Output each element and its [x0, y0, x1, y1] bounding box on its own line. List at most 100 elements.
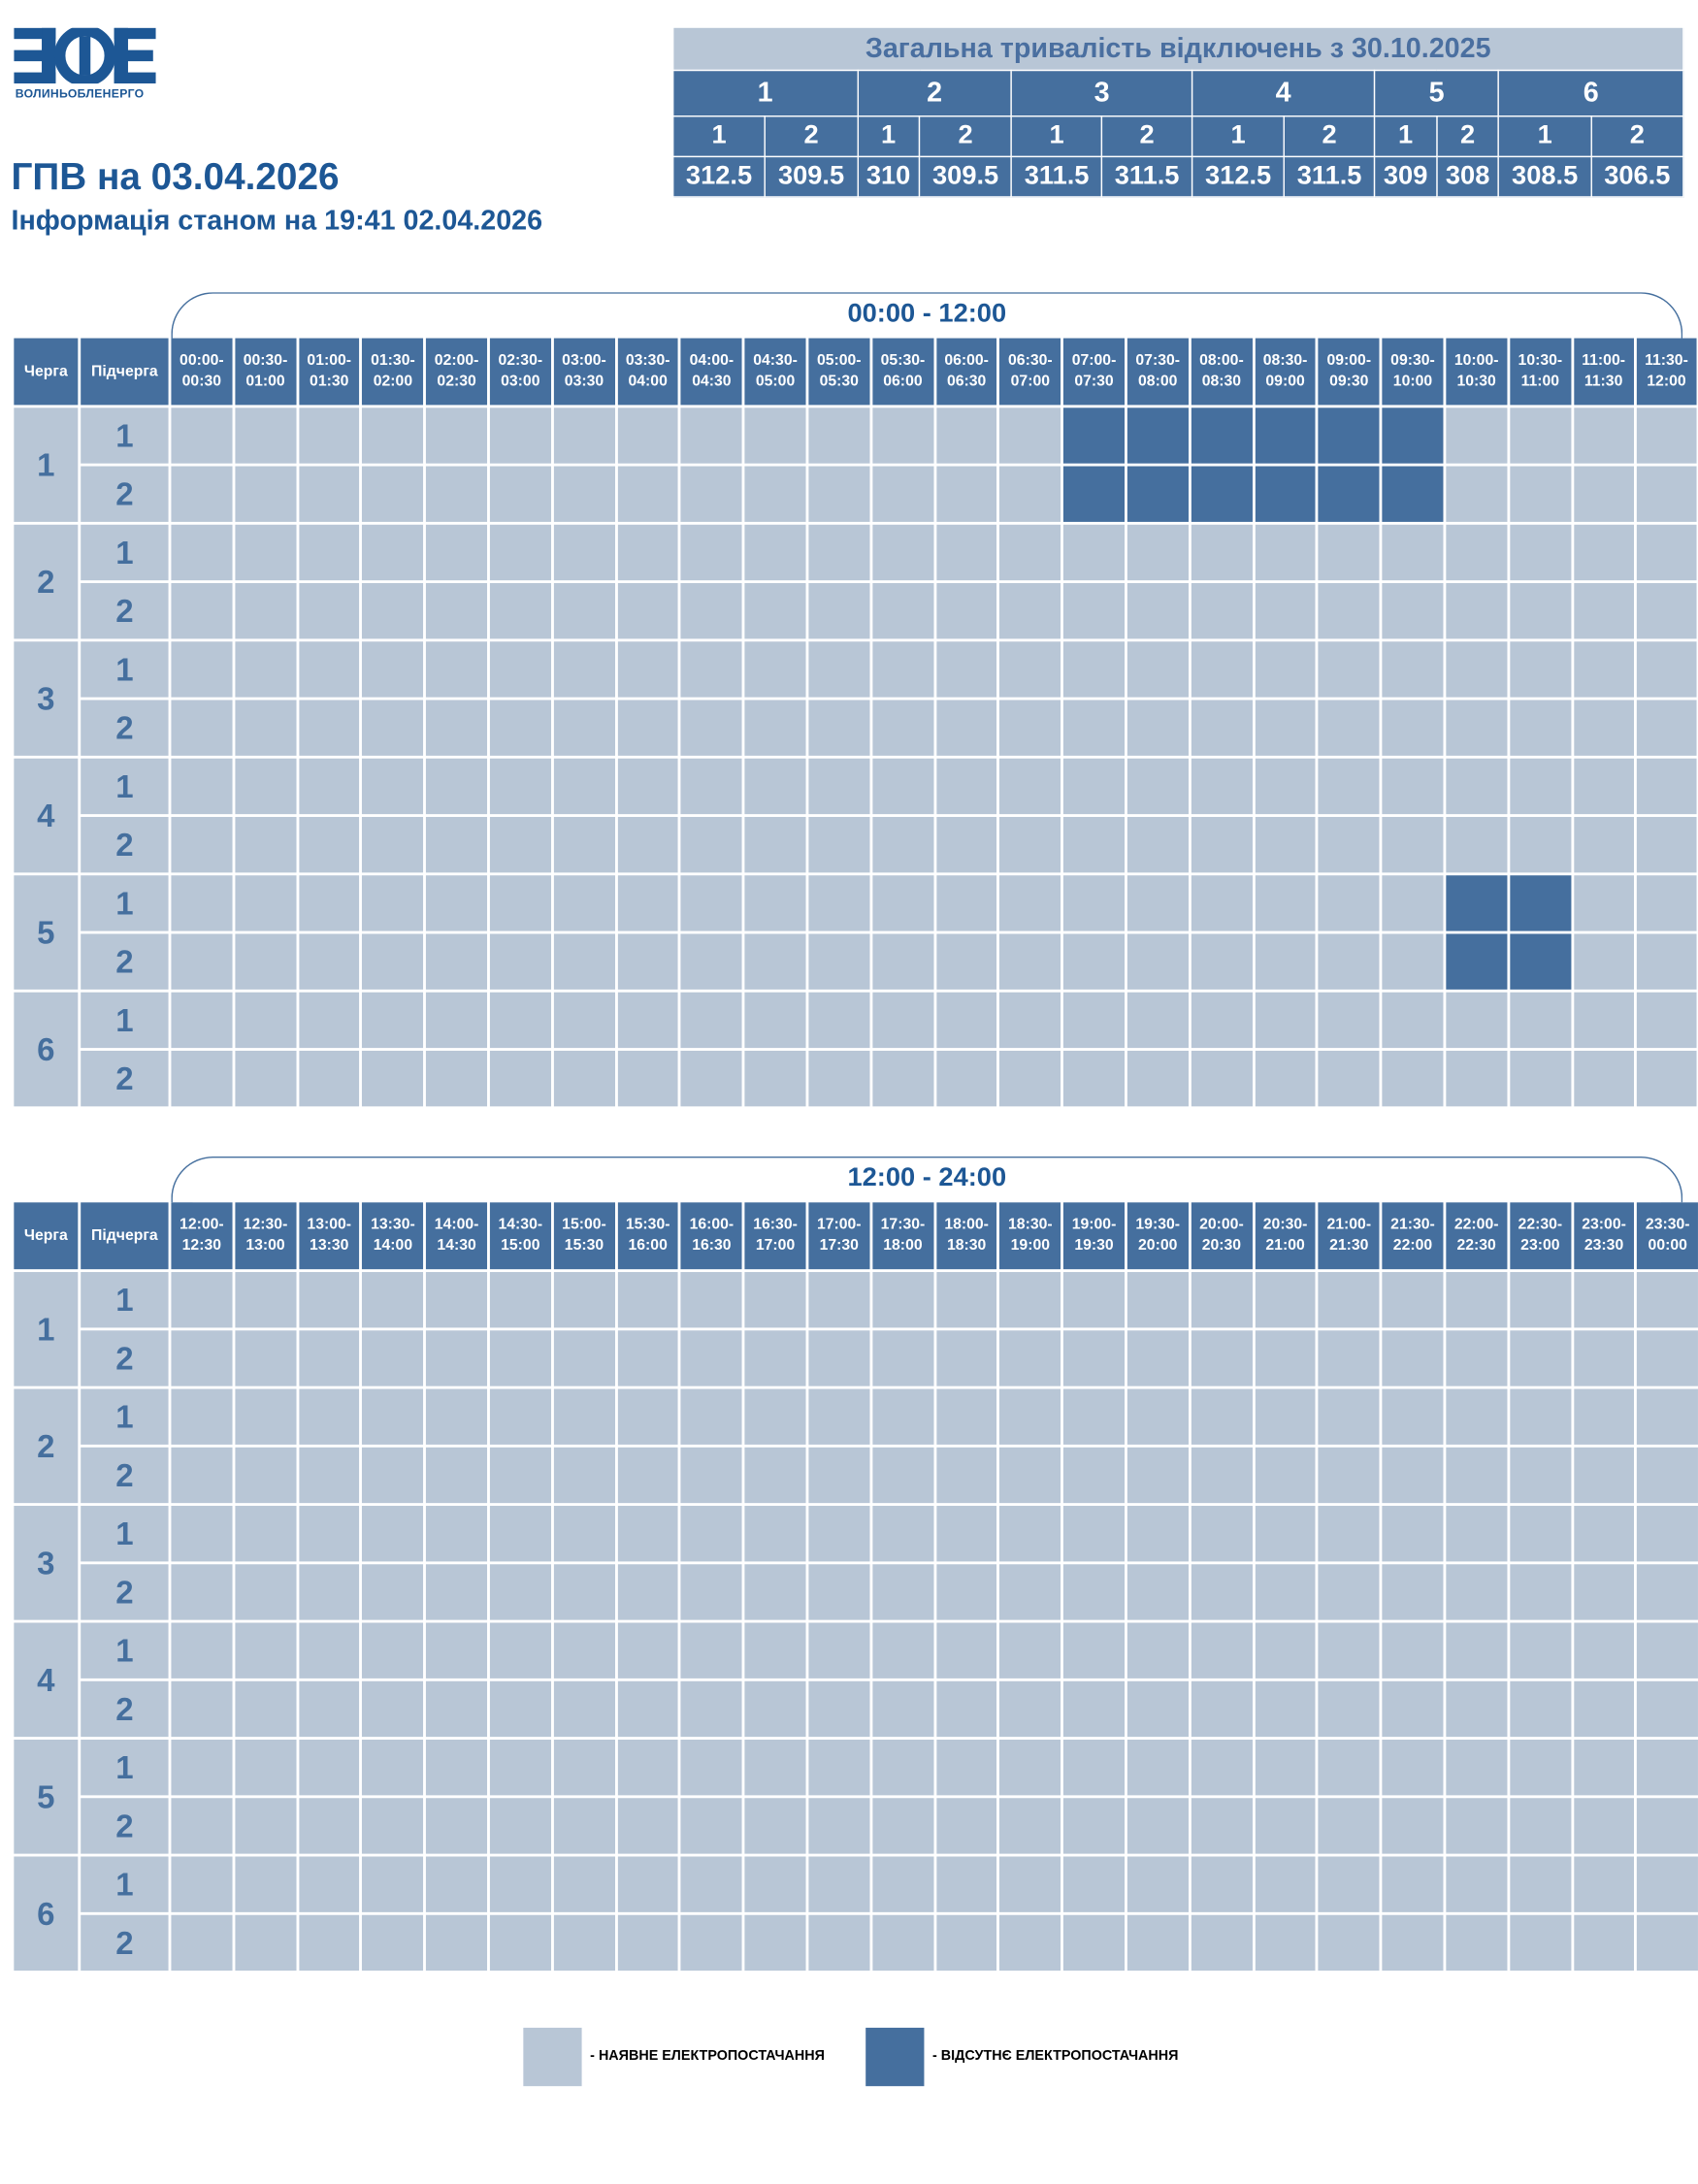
slot-cell [935, 524, 997, 581]
slot-cell [617, 641, 679, 698]
slot-cell [999, 1680, 1061, 1738]
slot-cell [1318, 875, 1380, 931]
queue-label: 2 [14, 524, 79, 639]
summary-title-row: Загальна тривалість відключень з 30.10.2… [671, 26, 1684, 72]
slot-cell [1636, 758, 1697, 815]
slot-header: 03:00-03:30 [553, 338, 615, 406]
slot-cell [489, 1740, 551, 1796]
slot-cell [1446, 583, 1508, 639]
slot-cell [1382, 700, 1444, 756]
slot-cell [1063, 1798, 1125, 1854]
slot-cell [171, 407, 233, 464]
slot-cell [1255, 992, 1317, 1049]
slot-cell [1318, 1506, 1380, 1562]
slot-cell [1255, 1447, 1317, 1504]
slot-header: 07:30-08:00 [1127, 338, 1189, 406]
slot-cell [1127, 524, 1189, 581]
slot-cell [744, 1914, 806, 1972]
slot-cell [489, 1564, 551, 1620]
slot-header: 16:00-16:30 [680, 1202, 742, 1270]
slot-cell [999, 1856, 1061, 1912]
slot-cell [553, 1330, 615, 1386]
slot-header: 14:00-14:30 [426, 1202, 488, 1270]
slot-cell [1573, 1272, 1635, 1328]
slot-cell [1318, 933, 1380, 990]
slot-cell [1191, 1914, 1253, 1972]
slot-cell [872, 1330, 933, 1386]
slot-cell [935, 407, 997, 464]
slot-cell [935, 1506, 997, 1562]
slot-header: 15:00-15:30 [553, 1202, 615, 1270]
slot-cell [1446, 875, 1508, 931]
slot-header: 18:30-19:00 [999, 1202, 1061, 1270]
slot-cell [617, 466, 679, 522]
slot-cell [1191, 1330, 1253, 1386]
slot-cell [298, 466, 360, 522]
subqueue-label: 2 [81, 1447, 169, 1504]
slot-cell [171, 700, 233, 756]
slot-cell [872, 758, 933, 815]
slot-cell [1255, 1740, 1317, 1796]
slot-cell [235, 700, 296, 756]
slot-cell [426, 641, 488, 698]
slot-cell [1318, 583, 1380, 639]
slot-cell [171, 1564, 233, 1620]
slot-cell [1318, 1914, 1380, 1972]
slot-cell [235, 407, 296, 464]
slot-cell [1382, 992, 1444, 1049]
slot-cell [1637, 1506, 1698, 1562]
slot-cell [362, 1798, 424, 1854]
slot-cell [553, 700, 615, 756]
slot-cell [1509, 1740, 1571, 1796]
slot-cell [808, 1388, 870, 1445]
slot-cell [298, 816, 360, 873]
slot-cell [999, 1330, 1061, 1386]
subqueue-label: 2 [81, 816, 169, 873]
slot-cell [1573, 1740, 1635, 1796]
slot-header: 20:30-21:00 [1255, 1202, 1317, 1270]
subqueue-label: 2 [81, 1330, 169, 1386]
subgroup-name: 2 [1589, 115, 1684, 158]
slot-cell [935, 1050, 997, 1107]
slot-cell [1318, 1740, 1380, 1796]
slot-cell [171, 1272, 233, 1328]
slot-cell [489, 816, 551, 873]
slot-cell [1509, 1272, 1571, 1328]
slot-cell [1127, 407, 1189, 464]
slot-cell [1637, 1388, 1698, 1445]
slot-cell [1318, 1680, 1380, 1738]
slot-cell [1318, 1798, 1380, 1854]
slot-cell [362, 1914, 424, 1972]
slot-cell [680, 1506, 742, 1562]
slot-cell [1382, 583, 1444, 639]
slot-cell [1318, 1388, 1380, 1445]
slot-cell [1127, 758, 1189, 815]
slot-cell [1127, 641, 1189, 698]
slot-cell [1127, 1564, 1189, 1620]
slot-header: 15:30-16:00 [617, 1202, 679, 1270]
slot-cell [1637, 1914, 1698, 1972]
subgroup-value: 309.5 [918, 155, 1013, 198]
slot-cell [999, 1914, 1061, 1972]
slot-cell [872, 816, 933, 873]
slot-cell [426, 466, 488, 522]
slot-cell [362, 1330, 424, 1386]
slot-cell [235, 1272, 296, 1328]
slot-cell [1573, 1680, 1635, 1738]
slot-cell [235, 1622, 296, 1679]
slot-cell [999, 1798, 1061, 1854]
slot-header: 21:00-21:30 [1318, 1202, 1380, 1270]
slot-header: 13:30-14:00 [362, 1202, 424, 1270]
slot-cell [872, 1272, 933, 1328]
slot-cell [1255, 1856, 1317, 1912]
subqueue-label: 2 [81, 583, 169, 639]
slot-cell [1446, 524, 1508, 581]
slot-cell [1255, 466, 1317, 522]
slot-cell [808, 700, 870, 756]
slot-cell [808, 641, 870, 698]
subgroup-name: 2 [918, 115, 1013, 158]
slot-cell [744, 875, 806, 931]
queue-label: 3 [14, 641, 79, 756]
slot-cell [171, 1050, 233, 1107]
slot-cell [171, 1506, 233, 1562]
